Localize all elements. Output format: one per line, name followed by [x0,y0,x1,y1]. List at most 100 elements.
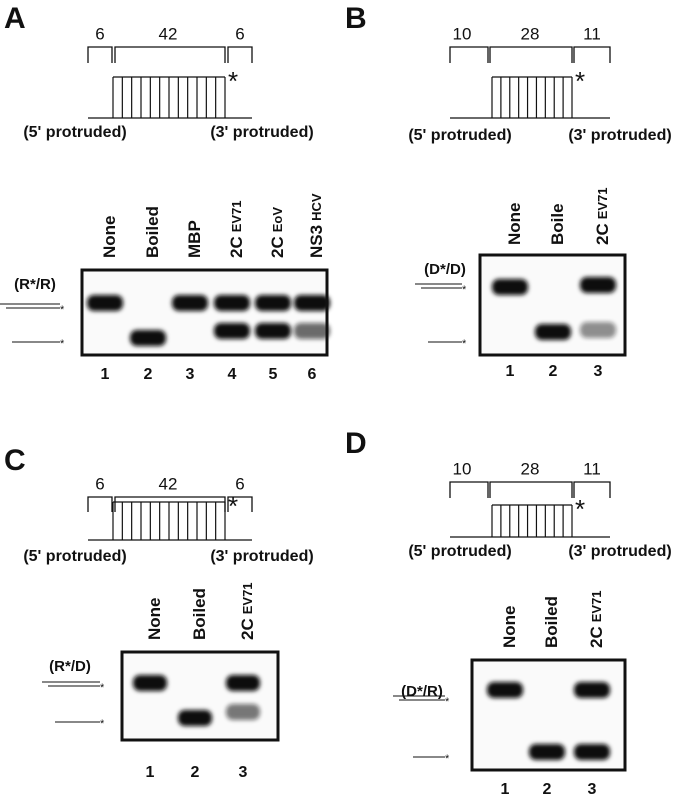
bracket [489,481,573,498]
lane-header: 2C EV71 [238,582,257,640]
bracket [573,46,611,63]
bracket-length: 6 [235,474,244,493]
bracket [489,46,573,63]
lane-name: NS3 [307,225,326,258]
gel-frame [120,650,280,742]
lane-number: 3 [594,363,603,380]
lane-name: None [100,216,119,259]
label-star: * [575,66,585,96]
lane-header: None [100,216,119,259]
lane-name: 2C [268,236,287,258]
marker-star: * [462,338,467,350]
lane-suffix: EV71 [589,590,604,622]
bracket [87,46,113,63]
label-star: * [228,491,238,521]
panel-letter: C [4,444,26,477]
bracket [227,496,253,512]
gel-band [492,279,528,295]
marker-star: * [100,718,105,730]
marker-star: * [462,284,467,296]
lane-header: 2C EV71 [593,187,612,245]
gel-band [529,744,565,760]
end-label: (5' protruded) [23,124,126,141]
gel-band [255,295,291,311]
gel-band [294,323,330,339]
lane-number: 2 [543,781,552,798]
lane-name: 2C [587,626,606,648]
lane-number: 1 [101,366,110,383]
lane-suffix: EV71 [240,582,255,614]
end-label: (5' protruded) [408,543,511,560]
gel-band [487,682,523,698]
lane-name: 2C [593,223,612,245]
gel-frame [470,658,627,772]
panel-letter: D [345,427,367,460]
lane-suffix: EoV [270,207,285,233]
bracket [449,46,489,63]
gel-band [87,295,123,311]
bracket-length: 11 [583,459,601,478]
marker-star: * [60,304,65,316]
panel-letter: B [345,2,367,35]
lane-name: None [500,606,519,649]
lane-header: 2C EoV [268,207,287,258]
substrate-label: (D*/R) [401,683,443,700]
substrate-label: (R*/D) [49,658,91,675]
panel-letter: A [4,2,26,35]
bracket-length: 42 [159,474,178,493]
lane-suffix: EV71 [595,187,610,219]
label-star: * [575,494,585,524]
lane-name: Boiled [542,596,561,648]
lane-suffix: HCV [309,193,324,221]
gel-band [574,682,610,698]
bracket-length: 10 [453,459,472,478]
lane-header: Boile [548,203,567,245]
lane-header: None [505,203,524,246]
lane-name: 2C [238,618,257,640]
end-label: (3' protruded) [210,124,313,141]
marker-star: * [445,696,450,708]
lane-number: 1 [501,781,510,798]
end-label: (3' protruded) [568,127,671,144]
lane-number: 2 [549,363,558,380]
lane-header: None [145,598,164,641]
substrate-label: (R*/R) [14,276,56,293]
marker-star: * [60,338,65,350]
lane-number: 6 [308,366,317,383]
gel-band [294,295,330,311]
lane-name: Boile [548,203,567,245]
lane-number: 1 [506,363,515,380]
end-label: (3' protruded) [568,543,671,560]
bracket-length: 28 [521,459,540,478]
gel-frame [80,268,329,357]
lane-number: 2 [144,366,153,383]
lane-number: 5 [269,366,278,383]
substrate-label: (D*/D) [424,261,466,278]
gel-band [133,675,167,691]
lane-number: 3 [239,764,248,781]
bracket-length: 42 [159,24,178,43]
lane-name: 2C [227,236,246,258]
gel-band [130,330,166,346]
gel-band [580,277,616,293]
lane-header: Boiled [190,588,209,640]
gel-band [580,322,616,338]
lane-header: 2C EV71 [227,200,246,258]
lane-number: 1 [146,764,155,781]
lane-number: 2 [191,764,200,781]
lane-header: Boiled [542,596,561,648]
bracket [227,46,253,63]
gel-band [574,744,610,760]
end-label: (5' protruded) [23,548,126,565]
lane-header: MBP [185,220,204,258]
lane-suffix: EV71 [229,200,244,232]
lane-name: None [505,203,524,246]
bracket [449,481,489,498]
gel-band [172,295,208,311]
gel-band [226,675,260,691]
bracket [573,481,611,498]
marker-star: * [445,753,450,765]
bracket-length: 11 [583,24,601,43]
gel-band [214,295,250,311]
gel-band [535,324,571,340]
